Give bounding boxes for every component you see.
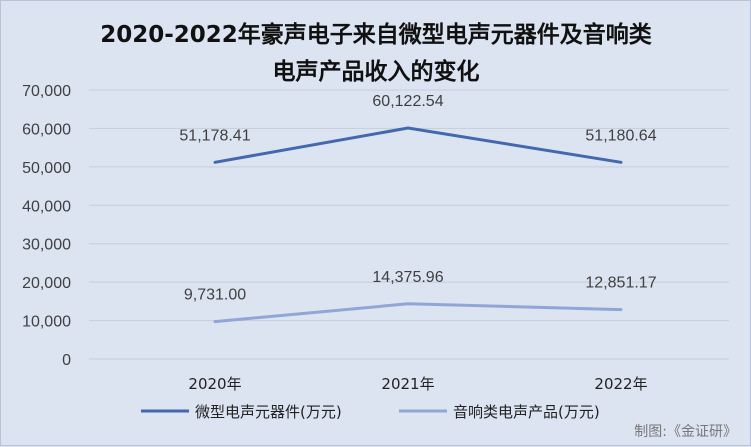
y-tick-label: 50,000 [22,160,71,177]
series-line-1 [213,126,623,164]
data-label: 51,178.41 [179,127,250,144]
chart-title-line1: 2020-2022年豪声电子来自微型电声元器件及音响类 [100,21,652,48]
data-label: 12,851.17 [585,275,656,292]
data-label: 51,180.64 [585,127,656,144]
gridlines [89,89,729,360]
x-axis-ticks: 2020年 2021年 2022年 [188,375,647,393]
source-note: 制图:《金证研》 [634,424,737,440]
y-axis-ticks: 0 10,000 20,000 30,000 40,000 50,000 60,000 70,… [22,83,71,369]
data-labels: 51,178.41 60,122.54 51,180.64 9,731.00 14,37… [179,93,656,304]
y-tick-label: 60,000 [22,121,71,138]
y-tick-label: 10,000 [22,314,71,331]
y-tick-label: 40,000 [22,198,71,215]
y-tick-label: 70,000 [22,83,71,100]
data-label: 14,375.96 [372,269,443,286]
data-label: 60,122.54 [372,93,443,110]
legend: 微型电声元器件(万元) 音响类电声产品(万元) [141,403,600,421]
x-tick-label: 2022年 [594,375,647,393]
x-tick-label: 2021年 [381,375,434,393]
series-line-2 [213,302,623,324]
series-lines [213,126,623,324]
legend-label-1: 微型电声元器件(万元) [195,403,342,421]
y-tick-label: 20,000 [22,275,71,292]
y-tick-label: 0 [62,352,71,369]
y-tick-label: 30,000 [22,237,71,254]
x-tick-label: 2020年 [188,375,241,393]
chart-title-line2: 电声产品收入的变化 [273,58,480,85]
legend-label-2: 音响类电声产品(万元) [453,403,600,421]
data-label: 9,731.00 [184,287,246,304]
